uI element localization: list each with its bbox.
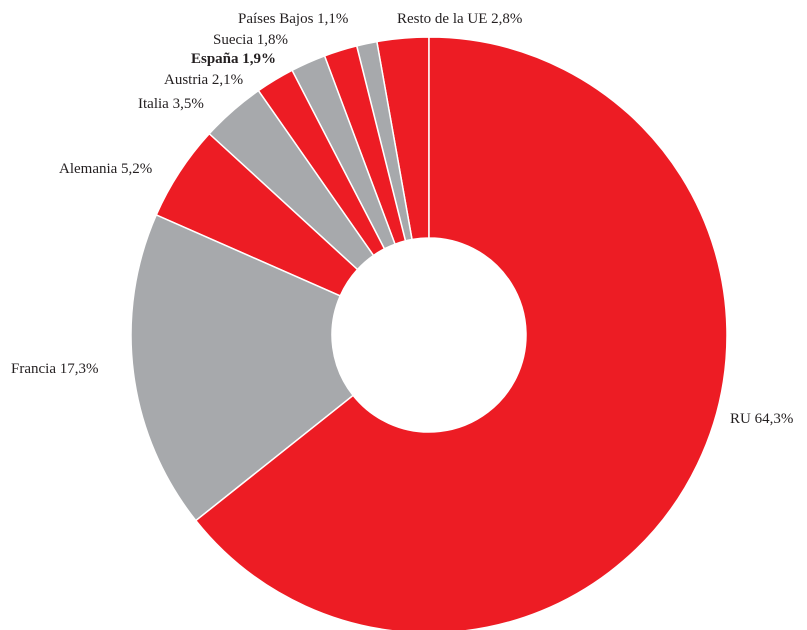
slice-label-italia: Italia 3,5% <box>138 96 204 112</box>
slice-francia <box>130 213 355 522</box>
slice-label-espana: España 1,9% <box>191 51 276 67</box>
slice-label-francia: Francia 17,3% <box>11 361 98 377</box>
slice-label-resto-ue: Resto de la UE 2,8% <box>397 11 522 27</box>
slice-label-ru: RU 64,3% <box>730 411 793 427</box>
slices-group <box>130 36 728 630</box>
slice-label-paises-bajos: Países Bajos 1,1% <box>238 11 348 27</box>
slice-label-suecia: Suecia 1,8% <box>213 32 288 48</box>
slice-ru <box>194 36 728 630</box>
slice-label-alemania: Alemania 5,2% <box>59 161 152 177</box>
labels-group: Resto de la UE 2,8% Países Bajos 1,1% Su… <box>11 11 793 427</box>
slice-label-austria: Austria 2,1% <box>164 72 243 88</box>
